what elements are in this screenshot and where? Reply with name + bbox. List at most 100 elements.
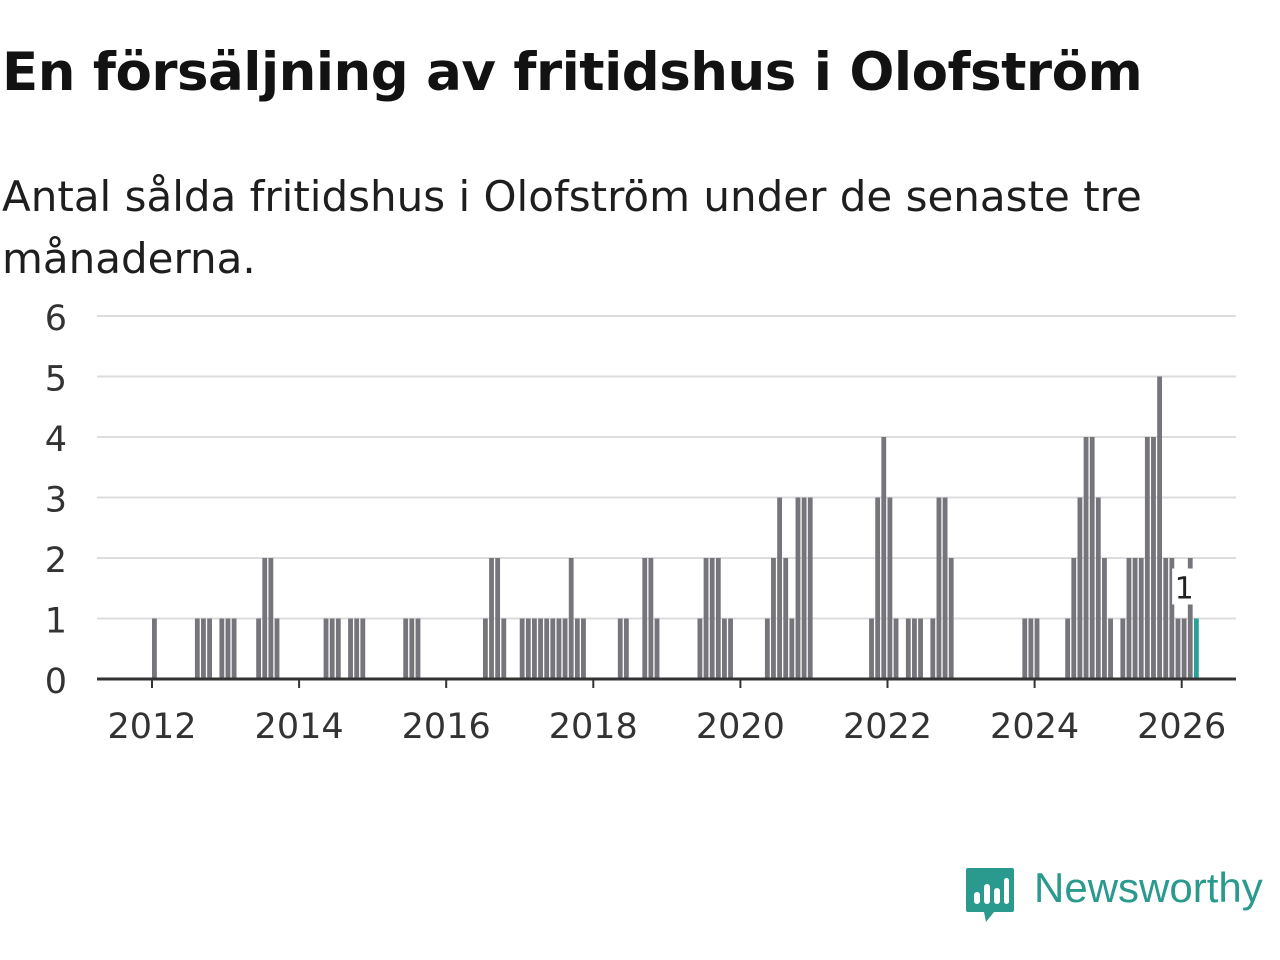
- x-tick-label: 2022: [843, 707, 932, 747]
- x-tick-label: 2018: [549, 707, 638, 747]
- bar: [532, 618, 537, 679]
- bar: [482, 618, 488, 679]
- bar: [942, 497, 948, 679]
- bar: [1065, 618, 1071, 679]
- bar: [415, 618, 421, 679]
- bar: [1132, 558, 1138, 679]
- bar: [568, 558, 574, 679]
- bar: [519, 618, 525, 679]
- bar: [354, 618, 360, 679]
- bar: [256, 618, 262, 679]
- bar: [697, 618, 703, 679]
- bar: [1120, 618, 1126, 679]
- y-tick-label: 6: [45, 299, 67, 339]
- bar: [1022, 618, 1028, 679]
- bar-chart: 0 1 2 3 4 5 6 2012 2014 2016 2018 2020 2022 2024 2026…: [45, 299, 1236, 747]
- bar: [771, 558, 776, 679]
- bar: [538, 618, 543, 679]
- bar: [722, 618, 727, 679]
- bar: [1034, 618, 1040, 679]
- bar: [544, 618, 550, 679]
- y-tick-label: 4: [45, 420, 67, 460]
- bar: [574, 618, 580, 679]
- bar: [1187, 558, 1193, 679]
- bar: [225, 618, 231, 679]
- newsworthy-logo[interactable]: Newsworthy: [962, 862, 1280, 932]
- bar: [777, 497, 783, 679]
- bars: [152, 376, 1199, 679]
- x-axis-tick-labels: 2012 2014 2016 2018 2020 2022 2024 2026: [107, 707, 1226, 747]
- bar: [1108, 618, 1113, 679]
- bar: [936, 497, 942, 679]
- bar: [1028, 618, 1034, 679]
- x-tick-label: 2024: [990, 707, 1079, 747]
- bar: [268, 558, 274, 679]
- bar: [869, 618, 874, 679]
- bar: [329, 618, 335, 679]
- bar: [1163, 558, 1169, 679]
- bar: [550, 618, 556, 679]
- bar: [764, 618, 770, 679]
- chart-subtitle: Antal sålda fritidshus i Olofström under…: [2, 172, 1142, 283]
- bar: [562, 618, 568, 679]
- y-tick-label: 1: [45, 602, 67, 642]
- bar: [795, 497, 801, 679]
- x-tick-label: 2014: [255, 707, 344, 747]
- bar: [409, 618, 415, 679]
- newsworthy-logo-icon: [966, 868, 1014, 922]
- x-tick-label: 2012: [107, 707, 196, 747]
- bar: [789, 618, 795, 679]
- bar: [801, 497, 807, 679]
- bar: [360, 618, 366, 679]
- bar: [642, 558, 648, 679]
- bar: [905, 618, 911, 679]
- bar: [262, 558, 268, 679]
- y-tick-label: 2: [45, 541, 67, 581]
- bar: [335, 618, 341, 679]
- bar: [194, 618, 200, 679]
- bar: [654, 618, 660, 679]
- bar: [623, 618, 629, 679]
- chart-title: En försäljning av fritidshus i Olofström: [2, 42, 1143, 103]
- y-axis-tick-labels: 0 1 2 3 4 5 6: [45, 299, 67, 702]
- y-tick-label: 3: [45, 481, 67, 521]
- bar: [709, 558, 715, 679]
- bar: [1138, 558, 1144, 679]
- bar: [1126, 558, 1132, 679]
- brand-name: Newsworthy: [1034, 864, 1263, 911]
- x-tick-label: 2020: [696, 707, 785, 747]
- bar: [348, 618, 353, 679]
- bar: [728, 618, 733, 679]
- bar: [1071, 558, 1077, 679]
- annotation-background: [1172, 568, 1197, 605]
- bar: [715, 558, 721, 679]
- bar: [1102, 558, 1107, 679]
- annotations: 1: [1172, 568, 1197, 607]
- bar: [274, 618, 280, 679]
- bar: [201, 618, 206, 679]
- bar: [807, 497, 813, 679]
- bar: [323, 618, 329, 679]
- bar: [948, 558, 954, 679]
- bar: [1077, 497, 1083, 679]
- bar: [1095, 497, 1101, 679]
- bar: [1151, 437, 1156, 679]
- bar: [207, 618, 212, 679]
- bar: [1157, 376, 1163, 679]
- x-tick-label: 2016: [402, 707, 491, 747]
- bar: [556, 618, 562, 679]
- bar: [489, 558, 494, 679]
- bar: [783, 558, 789, 679]
- bar: [1144, 437, 1150, 679]
- bar: [231, 618, 237, 679]
- bar: [703, 558, 709, 679]
- bar: [918, 618, 923, 679]
- bar: [875, 497, 881, 679]
- bar: [1175, 618, 1181, 679]
- annotation-label: 1: [1175, 572, 1194, 607]
- bar: [403, 618, 409, 679]
- y-tick-label: 0: [45, 662, 67, 702]
- x-axis: [97, 677, 1236, 688]
- bar: [887, 497, 893, 679]
- bar: [1181, 618, 1187, 679]
